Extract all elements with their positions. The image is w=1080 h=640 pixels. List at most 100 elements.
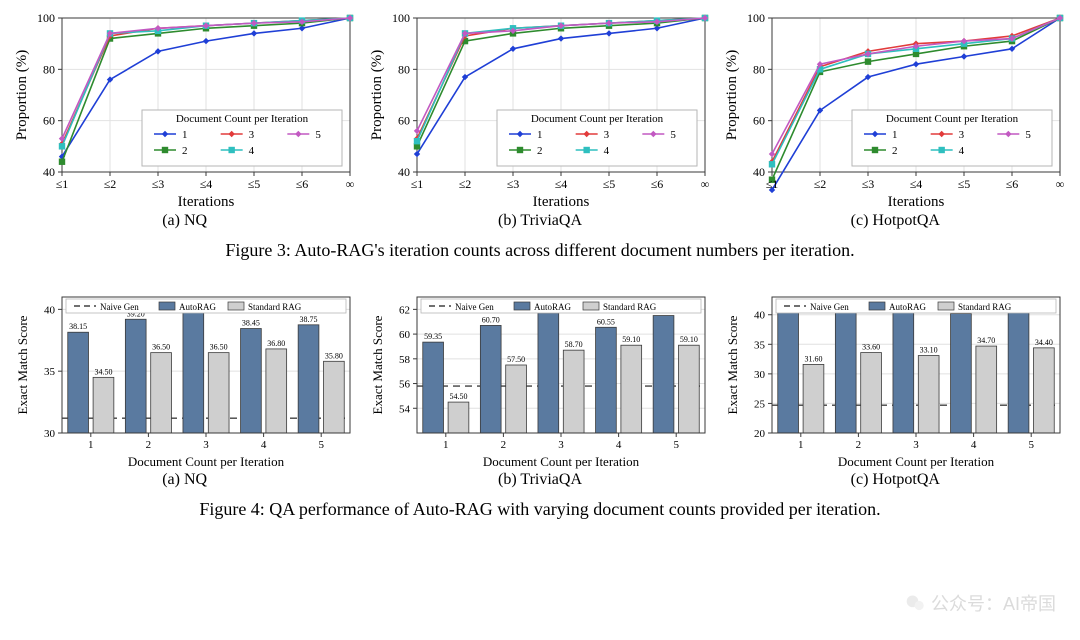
svg-text:35: 35	[44, 366, 56, 378]
svg-text:Document Count per Iteration: Document Count per Iteration	[483, 454, 640, 469]
svg-text:Proportion (%): Proportion (%)	[14, 50, 30, 140]
svg-text:31.60: 31.60	[805, 354, 823, 363]
svg-text:35: 35	[754, 339, 766, 351]
figure-3-caption: Figure 3: Auto-RAG's iteration counts ac…	[10, 240, 1070, 261]
svg-text:∞: ∞	[1056, 177, 1065, 191]
svg-text:≤6: ≤6	[1006, 177, 1019, 191]
svg-text:5: 5	[315, 129, 321, 141]
svg-text:≤3: ≤3	[862, 177, 875, 191]
svg-text:3: 3	[203, 439, 209, 451]
fig3-chart-b: 406080100≤1≤2≤3≤4≤5≤6∞IterationsProporti…	[367, 10, 713, 210]
fig3-caption-a: (a) NQ	[162, 212, 207, 230]
svg-text:25: 25	[754, 398, 766, 410]
svg-text:≤5: ≤5	[247, 177, 260, 191]
svg-text:2: 2	[856, 439, 862, 451]
svg-text:33.60: 33.60	[862, 343, 880, 352]
svg-text:54: 54	[399, 403, 411, 415]
svg-text:33.10: 33.10	[920, 346, 938, 355]
svg-text:40: 40	[753, 165, 765, 179]
svg-text:4: 4	[604, 145, 610, 157]
svg-text:Standard RAG: Standard RAG	[248, 302, 302, 312]
svg-text:1: 1	[443, 439, 449, 451]
fig3-subplot-b: 406080100≤1≤2≤3≤4≤5≤6∞IterationsProporti…	[365, 10, 714, 230]
svg-text:4: 4	[971, 439, 977, 451]
svg-text:1: 1	[537, 129, 543, 141]
fig3-caption-c: (c) HotpotQA	[851, 212, 940, 230]
svg-text:≤3: ≤3	[151, 177, 164, 191]
wechat-icon	[905, 593, 925, 613]
svg-text:≤2: ≤2	[459, 177, 472, 191]
svg-text:Standard RAG: Standard RAG	[603, 302, 657, 312]
svg-text:80: 80	[43, 62, 55, 76]
svg-text:≤6: ≤6	[651, 177, 664, 191]
svg-text:Naive Gen: Naive Gen	[455, 302, 494, 312]
svg-text:57.50: 57.50	[507, 355, 525, 364]
svg-text:60: 60	[398, 114, 410, 128]
svg-text:60.55: 60.55	[597, 317, 615, 326]
watermark-text: 公众号：AI帝国	[931, 590, 1056, 616]
svg-text:36.80: 36.80	[267, 339, 285, 348]
svg-text:Document Count per Iteration: Document Count per Iteration	[127, 454, 284, 469]
figure-3: 406080100≤1≤2≤3≤4≤5≤6∞IterationsProporti…	[10, 10, 1070, 261]
svg-text:2: 2	[182, 145, 188, 157]
svg-text:2: 2	[145, 439, 151, 451]
fig4-subplot-a: 38.1534.5039.2036.5039.7536.5038.4536.80…	[10, 279, 359, 489]
svg-text:5: 5	[673, 439, 679, 451]
svg-text:≤2: ≤2	[814, 177, 827, 191]
svg-text:40: 40	[43, 165, 55, 179]
svg-text:≤2: ≤2	[103, 177, 116, 191]
svg-text:60: 60	[43, 114, 55, 128]
svg-text:80: 80	[398, 62, 410, 76]
svg-text:20: 20	[754, 428, 766, 440]
svg-text:34.70: 34.70	[978, 336, 996, 345]
svg-text:Document Count per Iteration: Document Count per Iteration	[886, 113, 1019, 125]
svg-text:1: 1	[798, 439, 804, 451]
svg-text:40: 40	[754, 310, 766, 322]
svg-text:5: 5	[318, 439, 324, 451]
svg-text:≤6: ≤6	[295, 177, 308, 191]
svg-text:AutoRAG: AutoRAG	[534, 302, 572, 312]
svg-text:30: 30	[754, 369, 766, 381]
svg-text:3: 3	[959, 129, 965, 141]
svg-text:35.80: 35.80	[325, 351, 343, 360]
fig4-chart-a: 38.1534.5039.2036.5039.7536.5038.4536.80…	[12, 279, 358, 469]
svg-text:59.10: 59.10	[622, 335, 640, 344]
svg-text:36.50: 36.50	[209, 343, 227, 352]
fig4-subplot-c: 40.4531.6040.6533.6041.1533.1040.2034.70…	[721, 279, 1070, 489]
svg-text:100: 100	[37, 11, 55, 25]
svg-text:≤1: ≤1	[766, 177, 779, 191]
svg-text:58: 58	[399, 354, 411, 366]
svg-text:≤5: ≤5	[958, 177, 971, 191]
svg-text:3: 3	[914, 439, 920, 451]
svg-text:54.50: 54.50	[449, 392, 467, 401]
svg-text:60: 60	[753, 114, 765, 128]
svg-text:3: 3	[248, 129, 254, 141]
svg-text:4: 4	[616, 439, 622, 451]
svg-text:4: 4	[261, 439, 267, 451]
figure-4: 38.1534.5039.2036.5039.7536.5038.4536.80…	[10, 279, 1070, 520]
svg-text:Exact Match Score: Exact Match Score	[15, 315, 30, 414]
svg-text:5: 5	[1029, 439, 1035, 451]
svg-text:≤5: ≤5	[603, 177, 616, 191]
svg-text:36.50: 36.50	[152, 343, 170, 352]
fig3-chart-c: 406080100≤1≤2≤3≤4≤5≤6∞IterationsProporti…	[722, 10, 1068, 210]
svg-text:30: 30	[44, 428, 56, 440]
svg-text:≤1: ≤1	[411, 177, 424, 191]
svg-text:Document Count per Iteration: Document Count per Iteration	[531, 113, 664, 125]
svg-text:100: 100	[747, 11, 765, 25]
svg-text:Exact Match Score: Exact Match Score	[725, 315, 740, 414]
svg-text:Exact Match Score: Exact Match Score	[370, 315, 385, 414]
svg-text:2: 2	[537, 145, 543, 157]
figure-4-caption: Figure 4: QA performance of Auto-RAG wit…	[10, 499, 1070, 520]
svg-text:56: 56	[399, 379, 411, 391]
svg-text:60.70: 60.70	[482, 315, 500, 324]
svg-text:Proportion (%): Proportion (%)	[724, 50, 740, 140]
svg-text:Document Count per Iteration: Document Count per Iteration	[176, 113, 309, 125]
svg-text:≤4: ≤4	[199, 177, 212, 191]
svg-text:≤4: ≤4	[910, 177, 923, 191]
fig4-chart-b: 59.3554.5060.7057.5061.7058.7060.5559.10…	[367, 279, 713, 469]
svg-text:AutoRAG: AutoRAG	[179, 302, 217, 312]
svg-text:Standard RAG: Standard RAG	[958, 302, 1012, 312]
svg-text:AutoRAG: AutoRAG	[889, 302, 927, 312]
svg-text:1: 1	[182, 129, 188, 141]
